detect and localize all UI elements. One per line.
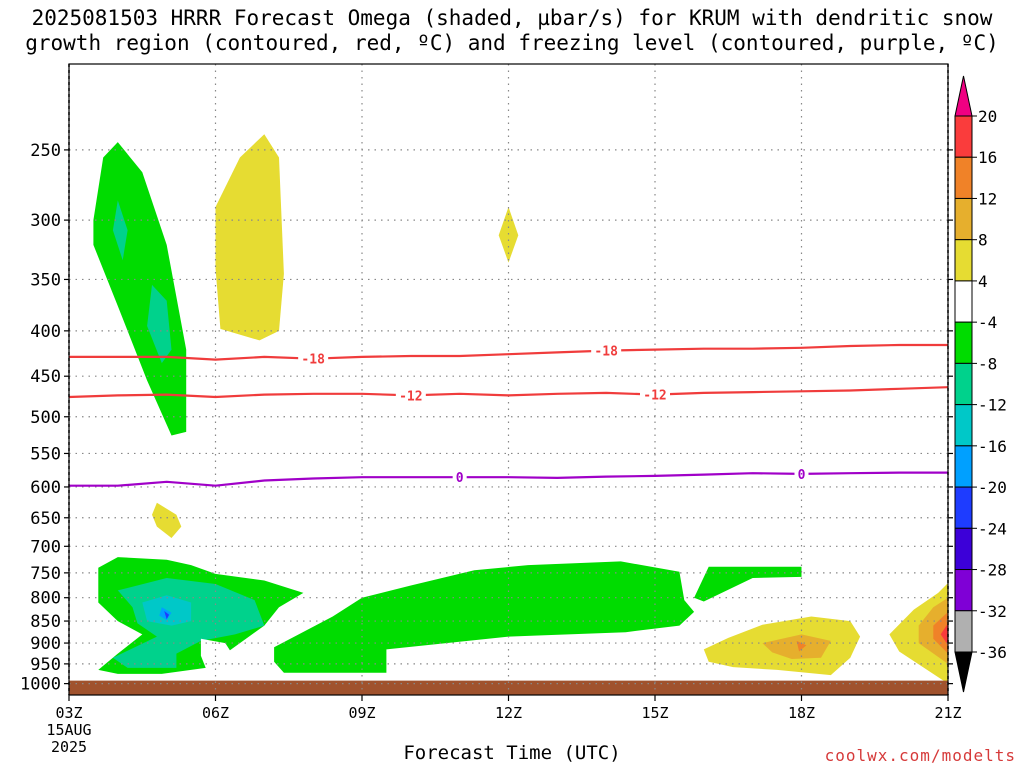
omega-region-neg8 [112, 200, 128, 261]
omega-region-pos12 [796, 640, 807, 652]
colorbar-box-pos4 [954, 239, 973, 282]
colorbar-label: 20 [978, 107, 997, 126]
x-axis-label: Forecast Time (UTC) [403, 742, 621, 764]
colorbar-box-pos8 [954, 197, 973, 241]
y-tick-label: 400 [30, 322, 61, 342]
colorbar-top-arrow [954, 75, 973, 117]
y-tick-label: 900 [30, 634, 61, 654]
y-tick-label: 800 [30, 589, 61, 609]
y-tick-label: 600 [30, 478, 61, 498]
contour-label--18: -18 [594, 345, 618, 360]
y-tick-label: 450 [30, 367, 61, 387]
x-start-date-label: 15AUG [46, 721, 91, 739]
colorbar-box-neg4 [954, 321, 973, 364]
colorbar-label: -32 [978, 602, 1007, 621]
x-tick-label: 09Z [348, 704, 375, 722]
colorbar-box-neg8 [954, 362, 973, 406]
y-tick-label: 850 [30, 612, 61, 632]
colorbar-label: 12 [978, 189, 997, 208]
omega-region-neg4 [274, 561, 695, 673]
omega-region-zero [200, 638, 240, 672]
colorbar-label: -28 [978, 561, 1007, 580]
x-tick-label: 15Z [641, 704, 668, 722]
colorbar-label: -4 [978, 313, 997, 332]
colorbar-label: 8 [978, 231, 988, 250]
y-tick-label: 250 [30, 141, 61, 161]
chart-title: 2025081503 HRRR Forecast Omega (shaded, … [25, 6, 999, 55]
omega-region-pos12 [933, 611, 948, 654]
colorbar-box-pos12 [954, 156, 973, 199]
contour-label-bg [452, 469, 467, 486]
x-tick-label: 06Z [202, 704, 229, 722]
colorbar-box-neg28 [954, 569, 973, 612]
contour-label-bg [395, 387, 426, 404]
contour-line--12 [68, 386, 949, 399]
contour-label-bg [640, 386, 670, 403]
colorbar-label: 16 [978, 148, 997, 167]
contour-label-bg [591, 342, 622, 359]
colorbar-label: -8 [978, 354, 997, 373]
colorbar-box-neg12 [954, 404, 973, 447]
colorbar-box-neg36 [954, 610, 973, 653]
y-tick-label: 1000 [20, 675, 61, 695]
contour-label--18: -18 [301, 353, 325, 368]
x-tick-label: 21Z [934, 704, 961, 722]
ground-layer [69, 680, 948, 695]
x-tick-label: 18Z [788, 704, 815, 722]
colorbar-label: -20 [978, 478, 1007, 497]
contour-label-0: 0 [798, 468, 806, 483]
omega-region-pos4 [152, 502, 182, 538]
colorbar-box-neg20 [954, 486, 973, 529]
y-tick-label: 350 [30, 270, 61, 290]
y-tick-label: 950 [30, 655, 61, 675]
omega-region-pos4 [215, 134, 284, 341]
credit-text: coolwx.com/modelts [824, 746, 1016, 765]
contour-line--18 [69, 343, 948, 361]
contour-label--12: -12 [399, 389, 422, 404]
colorbar-box-neg24 [954, 527, 973, 571]
contour-label-0: 0 [456, 471, 464, 486]
omega-region-neg20 [164, 611, 170, 620]
omega-region-neg4 [93, 142, 187, 436]
omega-region-pos16 [940, 623, 948, 646]
colorbar-label: -12 [978, 396, 1007, 415]
colorbar-label: -24 [978, 519, 1007, 538]
contour-label--12: -12 [643, 389, 666, 404]
colorbar-box-zero [954, 280, 973, 323]
omega-region-neg8 [147, 284, 172, 364]
omega-region-pos8 [762, 634, 831, 659]
colorbar-label: -16 [978, 437, 1007, 456]
contour-label-bg [794, 465, 809, 482]
x-tick-label: 12Z [495, 704, 522, 722]
y-tick-label: 300 [30, 211, 61, 231]
x-tick-label: 03Z [55, 704, 82, 722]
y-tick-label: 550 [30, 444, 61, 464]
x-start-year-label: 2025 [51, 738, 87, 756]
colorbar-bottom-arrow [954, 651, 973, 693]
colorbar-label: -36 [978, 643, 1007, 662]
y-tick-label: 750 [30, 564, 61, 584]
y-tick-label: 700 [30, 537, 61, 557]
omega-region-pos4 [498, 207, 519, 263]
colorbar-label: 4 [978, 272, 988, 291]
colorbar-box-neg16 [954, 445, 973, 488]
y-tick-label: 500 [30, 408, 61, 428]
omega-region-neg4 [694, 566, 802, 602]
contour-label-bg [298, 350, 329, 367]
colorbar-box-pos16 [954, 115, 973, 158]
y-tick-label: 650 [30, 509, 61, 529]
